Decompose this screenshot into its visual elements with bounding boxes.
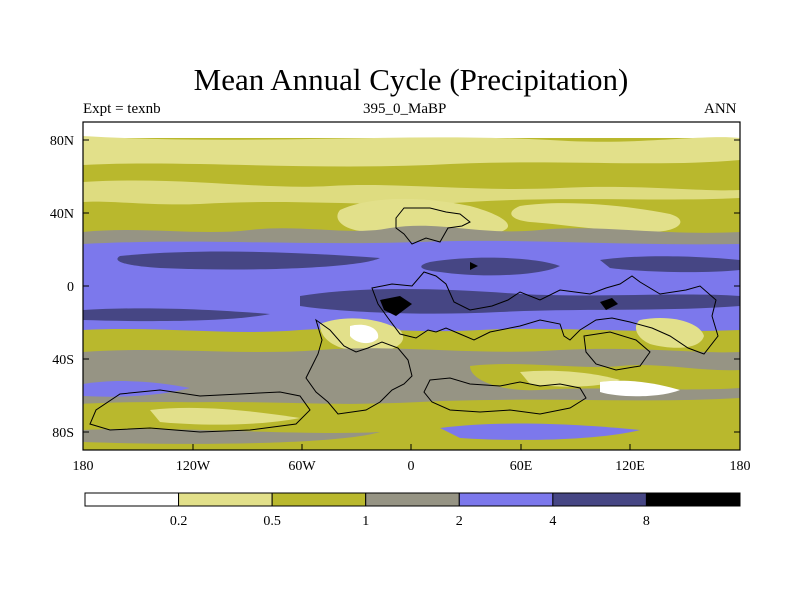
lon-tick-0: 0 bbox=[408, 459, 415, 474]
lat-tick-0: 0 bbox=[67, 280, 74, 295]
season-label: ANN bbox=[704, 101, 737, 117]
colorbar-swatch bbox=[458, 492, 554, 507]
colorbar-swatch bbox=[271, 492, 367, 507]
lat-tick-80s: 80S bbox=[52, 426, 74, 441]
colorbar-swatch bbox=[645, 492, 741, 507]
period-label: 395_0_MaBP bbox=[363, 101, 447, 117]
colorbar-level-label: 2 bbox=[456, 514, 463, 529]
lon-tick-120w: 120W bbox=[176, 459, 211, 474]
lat-tick-40n: 40N bbox=[50, 207, 74, 222]
experiment-label: Expt = texnb bbox=[83, 101, 161, 117]
colorbar-level-label: 1 bbox=[362, 514, 369, 529]
colorbar-swatch bbox=[552, 492, 647, 507]
colorbar-level-label: 0.5 bbox=[263, 514, 281, 529]
colorbar-swatch bbox=[178, 492, 273, 507]
lon-tick-60w: 60W bbox=[288, 459, 316, 474]
lon-tick-120e: 120E bbox=[615, 459, 645, 474]
colorbar-swatch bbox=[84, 492, 180, 507]
colorbar: 0.2 0.5 1 2 4 8 bbox=[84, 492, 741, 529]
lat-labels: 80N 40N 0 40S 80S bbox=[50, 134, 74, 441]
lon-tick-180w: 180 bbox=[73, 459, 94, 474]
lon-labels: 180 120W 60W 0 60E 120E 180 bbox=[73, 459, 751, 474]
colorbar-swatch bbox=[365, 492, 460, 507]
colorbar-level-label: 0.2 bbox=[170, 514, 188, 529]
lat-tick-40s: 40S bbox=[52, 353, 74, 368]
lon-tick-180e: 180 bbox=[730, 459, 751, 474]
lat-tick-80n: 80N bbox=[50, 134, 74, 149]
plot-title: Mean Annual Cycle (Precipitation) bbox=[193, 62, 629, 97]
colorbar-level-label: 8 bbox=[643, 514, 650, 529]
lon-tick-60e: 60E bbox=[510, 459, 533, 474]
colorbar-level-label: 4 bbox=[549, 514, 556, 529]
coastlines bbox=[89, 207, 719, 433]
